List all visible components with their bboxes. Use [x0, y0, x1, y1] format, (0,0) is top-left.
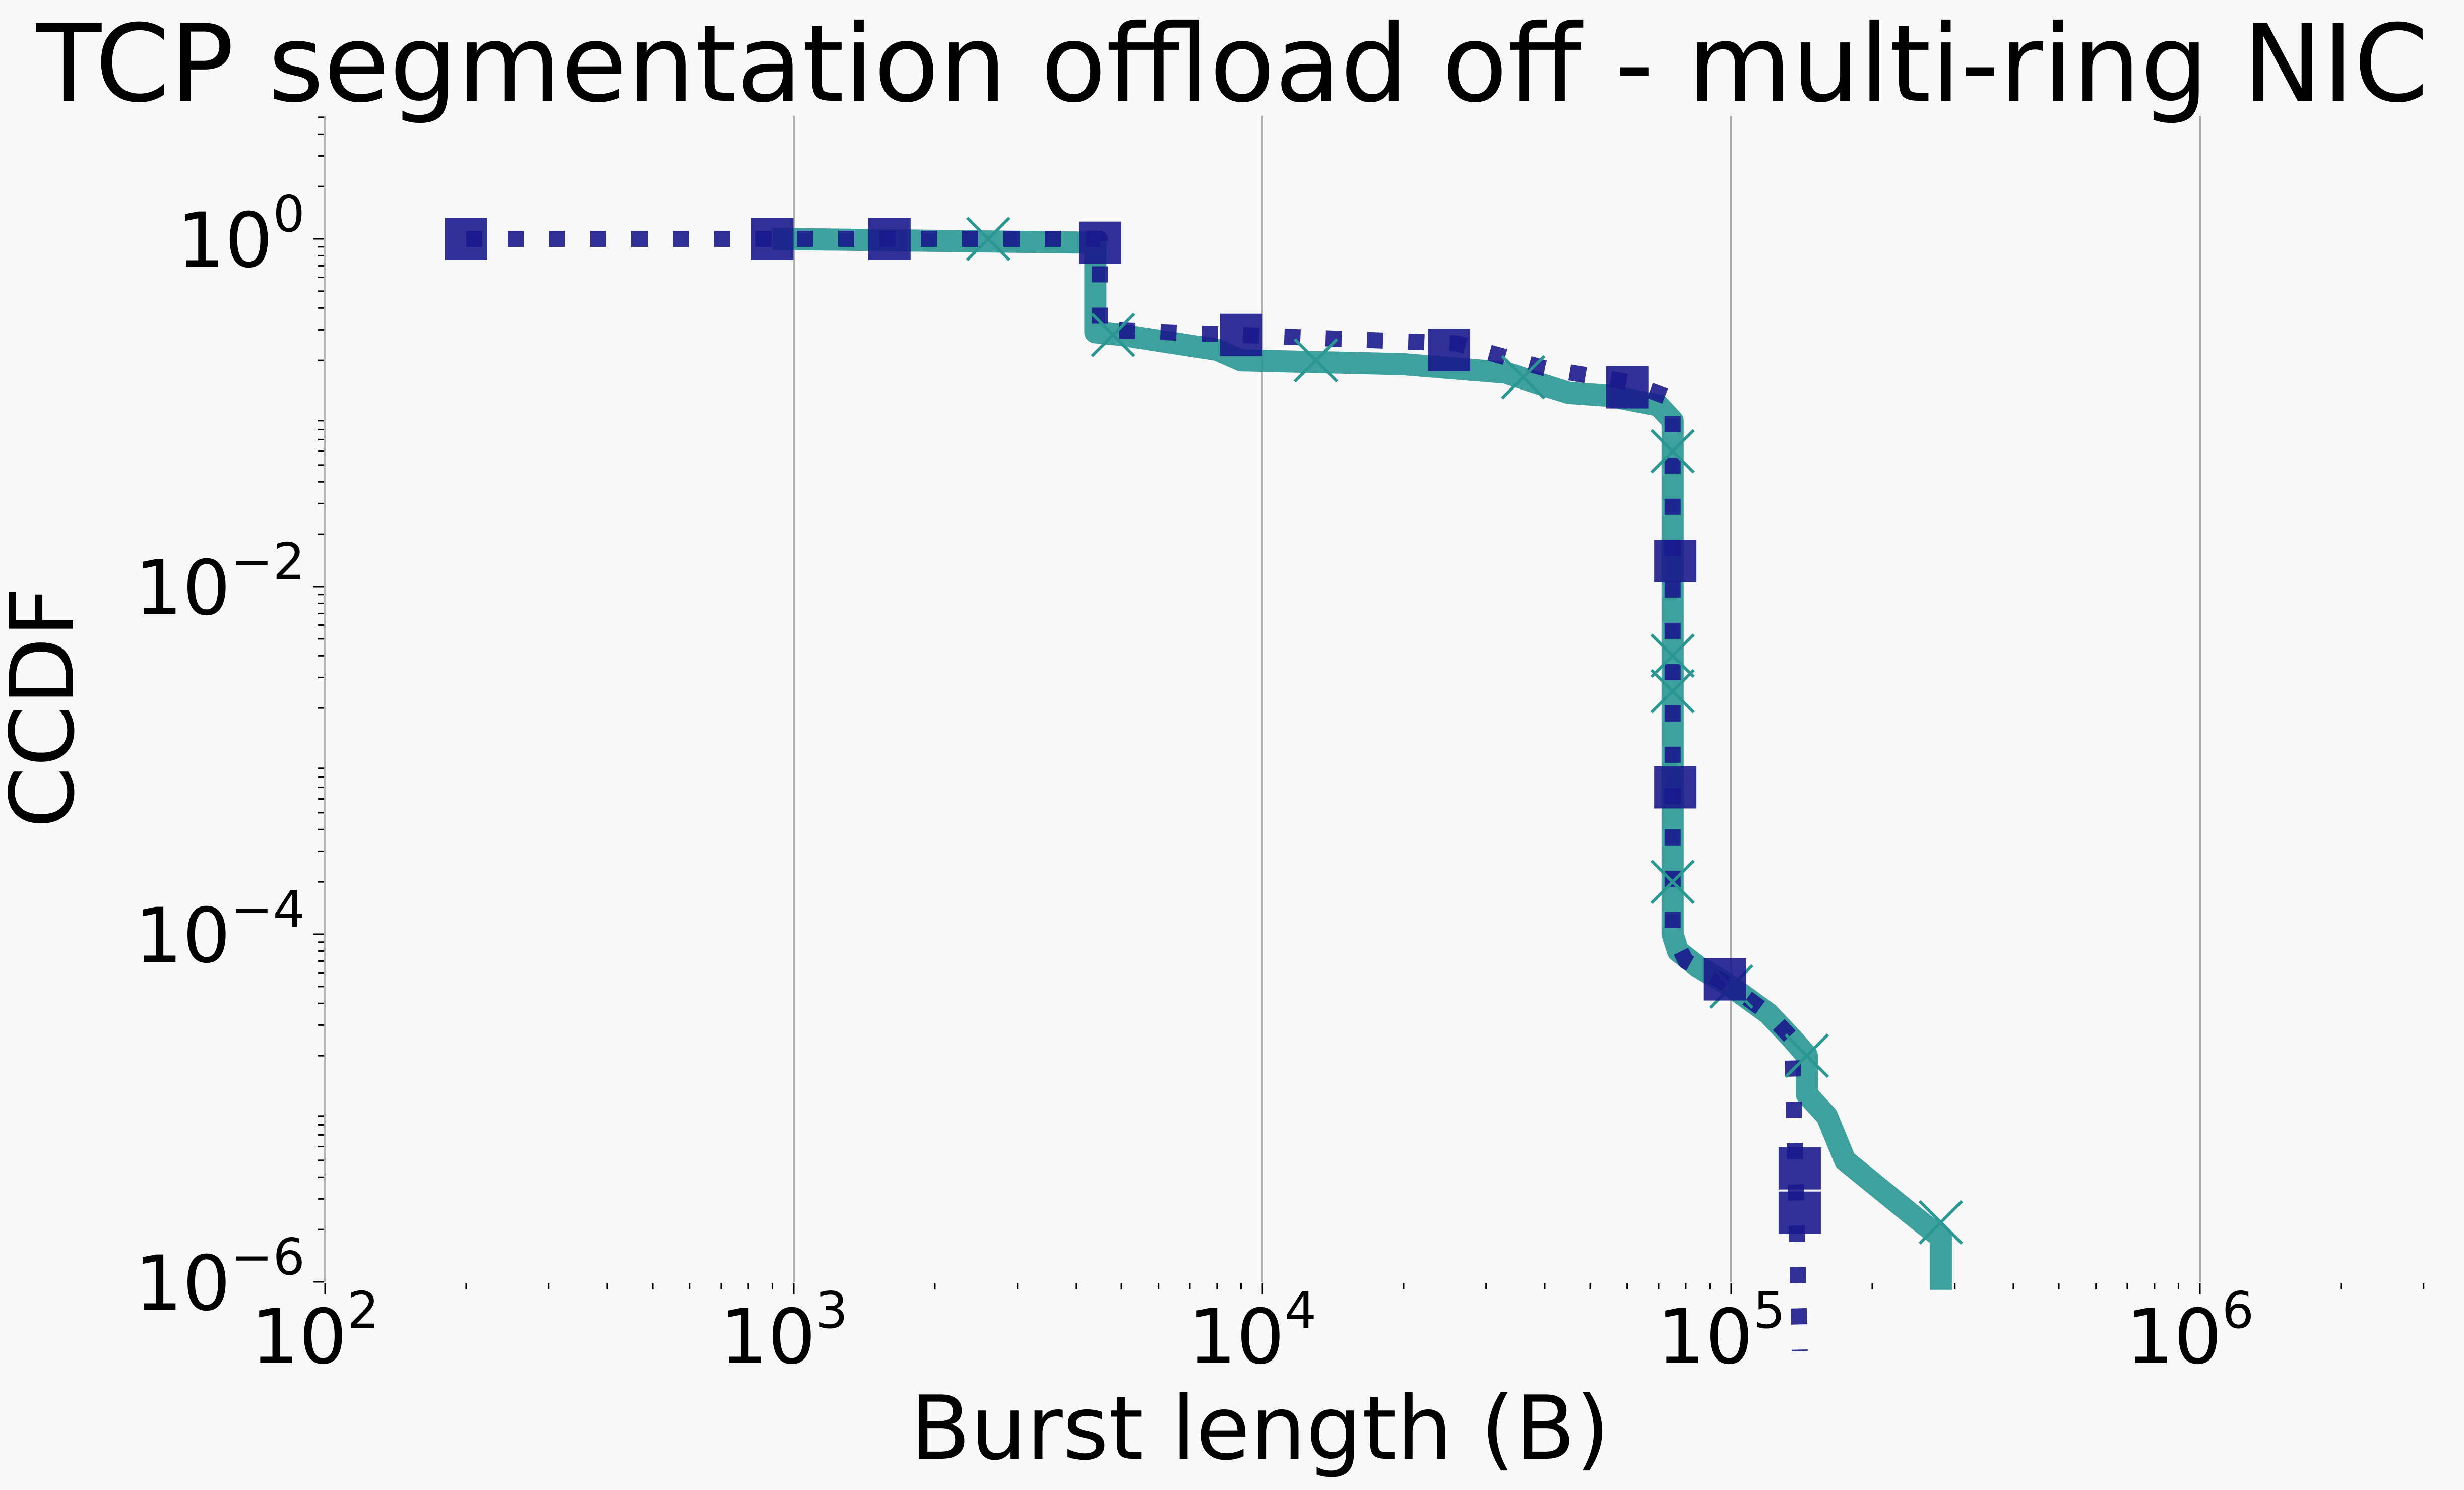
series-1-marker-11 [1778, 1191, 1821, 1234]
series-1-marker-3 [1079, 221, 1121, 264]
y-tick-label-2: 10−4 [135, 880, 305, 980]
x-marker-stroke [966, 216, 1011, 262]
series-1-marker-2 [868, 218, 911, 260]
series-0-marker-10 [1918, 1200, 1963, 1245]
x-marker-stroke [1918, 1200, 1963, 1245]
series-0-marker-7 [1650, 860, 1695, 904]
series-1-marker-1 [751, 218, 794, 260]
x-marker-stroke [1650, 633, 1695, 678]
series-1-marker-0 [445, 218, 487, 260]
x-marker-stroke [1293, 338, 1339, 383]
grid-lines [324, 116, 2201, 1282]
series-0-marker-9 [1784, 1033, 1829, 1078]
series-1-marker-8 [1654, 766, 1697, 809]
y-tick-label-1: 10−2 [135, 532, 305, 632]
y-tick-label-0: 100 [177, 184, 305, 285]
series-1-marker-6 [1606, 366, 1649, 409]
x-tick-labels: 102 103 104 105 106 [251, 1281, 2254, 1381]
series-0-marker-5 [1650, 633, 1695, 678]
chart-title: TCP segmentation offload off - multi-rin… [36, 2, 2429, 126]
x-marker-stroke [1650, 669, 1695, 714]
x-marker-stroke [1091, 312, 1135, 357]
x-tick-label-2: 104 [1188, 1281, 1317, 1381]
x-marker-stroke [1650, 860, 1695, 904]
series-1-marker-9 [1703, 958, 1746, 1001]
series-0-marker-6 [1650, 669, 1695, 714]
x-tick-label-1: 103 [720, 1281, 848, 1381]
x-tick-label-3: 105 [1657, 1281, 1786, 1381]
y-tick-label-3: 10−6 [135, 1227, 305, 1328]
x-marker-stroke [1650, 429, 1695, 474]
series-line-1 [466, 231, 1808, 1351]
series-0-marker-0 [966, 216, 1011, 262]
x-marker-stroke [1784, 1033, 1829, 1078]
y-tick-labels: 100 10−2 10−4 10−6 [135, 184, 305, 1328]
series-0-marker-3 [1501, 355, 1546, 400]
series-0-marker-2 [1293, 338, 1339, 383]
plot-markers [445, 216, 1963, 1245]
series-1-marker-5 [1428, 329, 1471, 371]
x-tick-label-4: 106 [2126, 1281, 2254, 1381]
x-axis-label: Burst length (B) [910, 1378, 1610, 1480]
axis-ticks [313, 116, 2425, 1294]
series-0-marker-1 [1091, 312, 1135, 357]
series-1-marker-10 [1778, 1147, 1821, 1190]
series-1-marker-7 [1654, 540, 1697, 582]
x-tick-label-0: 102 [251, 1281, 380, 1381]
series-0-marker-4 [1650, 429, 1695, 474]
series-1-marker-4 [1220, 313, 1262, 356]
x-marker-stroke [1501, 355, 1546, 400]
y-axis-label: CCDF [0, 587, 94, 828]
